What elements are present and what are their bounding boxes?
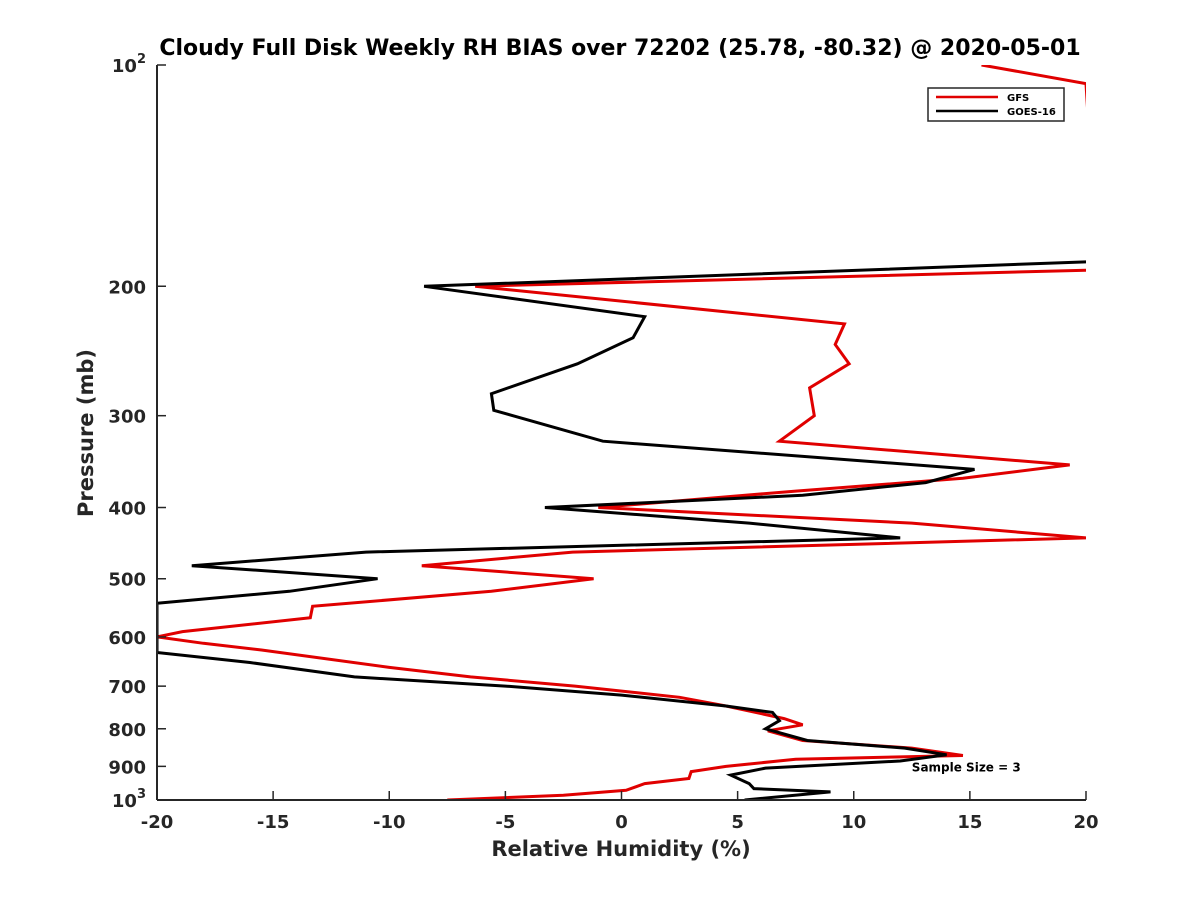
legend-box (927, 87, 1065, 122)
legend: GFS GOES-16 (927, 87, 1065, 122)
x-tick-label: -10 (373, 812, 406, 833)
y-tick-label: 300 (108, 407, 146, 428)
annotation-sample-size: Sample Size = 3 (912, 760, 1021, 774)
x-tick-label: 10 (841, 812, 866, 833)
x-tick-label: 15 (957, 812, 982, 833)
y-axis-label: Pressure (mb) (74, 349, 98, 517)
y-tick-label: 900 (108, 757, 146, 778)
series-line-goes-16 (157, 260, 1086, 800)
x-tick-label: 20 (1073, 812, 1098, 833)
y-tick-label: 103 (112, 787, 146, 812)
series-layer (157, 65, 1086, 800)
legend-label-goes16: GOES-16 (1007, 107, 1056, 118)
y-tick-label: 800 (108, 720, 146, 741)
x-tick-label: 0 (615, 812, 628, 833)
chart-title: Cloudy Full Disk Weekly RH BIAS over 722… (159, 36, 1080, 61)
x-tick-label: 5 (731, 812, 744, 833)
y-tick-label: 500 (108, 570, 146, 591)
y-tick-label: 200 (108, 277, 146, 298)
legend-label-gfs: GFS (1007, 93, 1029, 104)
y-tick-label: 700 (108, 677, 146, 698)
series-line-gfs (157, 65, 1086, 800)
x-tick-label: -20 (141, 812, 174, 833)
x-tick-label: -15 (257, 812, 290, 833)
y-tick-label: 400 (108, 499, 146, 520)
x-ticks-layer: -20 -15 -10 -5 0 5 10 15 20 (141, 791, 1099, 833)
y-ticks-layer: 102 200 300 400 500 600 700 800 900 103 (108, 52, 166, 812)
y-tick-label: 600 (108, 628, 146, 649)
x-axis-label: Relative Humidity (%) (491, 837, 750, 861)
x-tick-label: -5 (495, 812, 515, 833)
y-tick-label: 102 (112, 52, 146, 77)
